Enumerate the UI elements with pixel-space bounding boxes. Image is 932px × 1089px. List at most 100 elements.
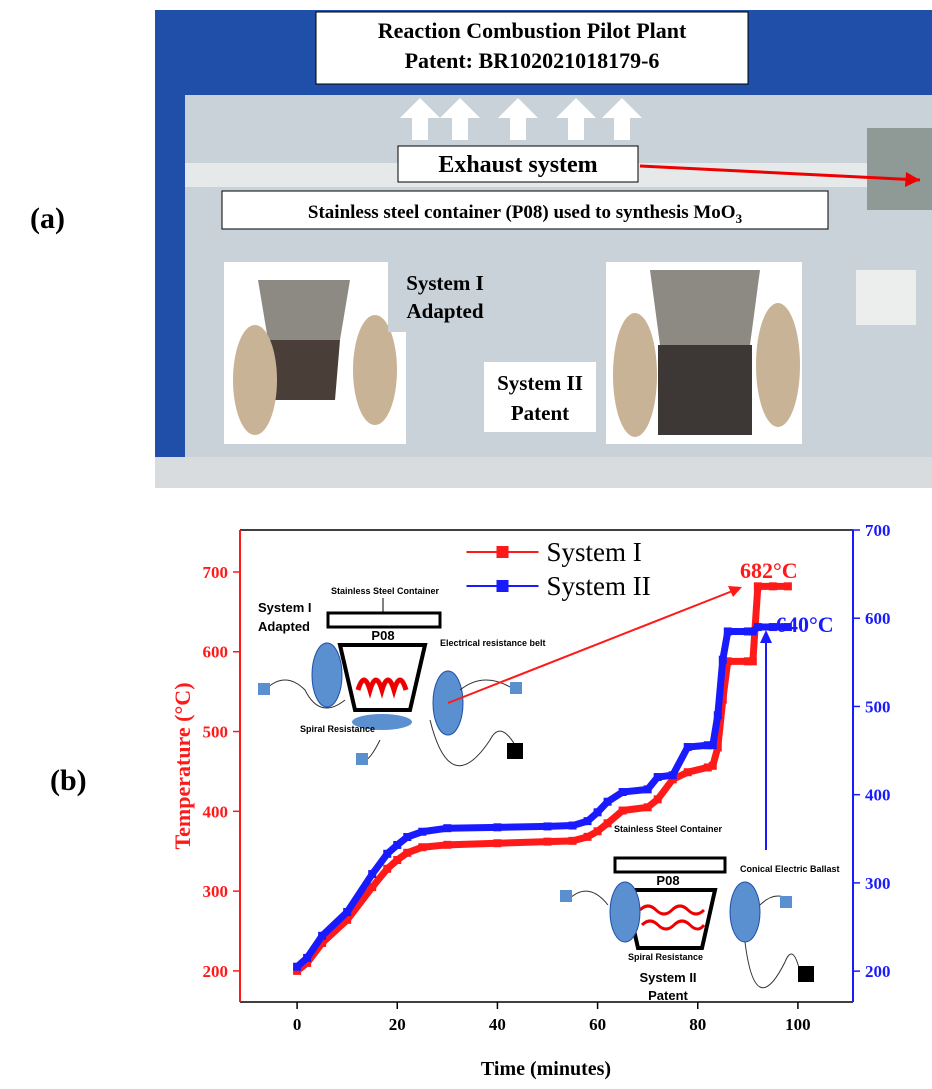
inset-label: Adapted: [258, 619, 310, 634]
point: [724, 627, 732, 635]
inset-label: System II: [639, 970, 696, 985]
socket: [856, 270, 916, 325]
point: [569, 837, 577, 845]
point: [749, 657, 757, 665]
system2-label: Patent: [511, 401, 569, 425]
point: [403, 849, 411, 857]
y2-tick-label: 700: [865, 521, 891, 540]
point: [619, 807, 627, 815]
y2-tick-label: 500: [865, 697, 891, 716]
x-tick-label: 0: [293, 1015, 302, 1034]
inset-label: P08: [371, 628, 394, 643]
photo-patent: Patent: BR102021018179-6: [405, 48, 660, 73]
point: [619, 788, 627, 796]
system1-pot: [258, 280, 350, 340]
container-text: Stainless steel container (P08) used to …: [308, 202, 736, 223]
photo-panel: Reaction Combustion Pilot Plant Patent: …: [155, 10, 932, 488]
point: [443, 841, 451, 849]
point: [443, 824, 451, 832]
panel-label: (b): [50, 764, 87, 797]
point: [594, 808, 602, 816]
point: [594, 827, 602, 835]
legend-marker: [497, 546, 509, 558]
system1-label: Adapted: [406, 299, 483, 323]
point: [418, 828, 426, 836]
y-tick-label: 200: [203, 962, 229, 981]
y2-tick-label: 200: [865, 962, 891, 981]
point: [719, 656, 727, 664]
point: [368, 870, 376, 878]
y-axis-title: Temperature (°C): [170, 682, 195, 849]
system1-belt: [268, 340, 340, 400]
figure: Reaction Combustion Pilot Plant Patent: …: [0, 0, 932, 1089]
hood-base: [155, 457, 932, 488]
inset-lid: [328, 613, 440, 627]
inset-plug: [507, 743, 523, 759]
inset-2: Stainless Steel Container P08 Conical El…: [560, 824, 840, 1003]
legend-label: System I: [547, 537, 642, 567]
y-tick-label: 400: [203, 802, 229, 821]
point: [544, 838, 552, 846]
y2-tick-label: 600: [865, 609, 891, 628]
point: [418, 843, 426, 851]
point: [604, 819, 612, 827]
point: [569, 822, 577, 830]
point: [754, 582, 762, 590]
panel-label: (a): [30, 202, 65, 235]
point: [393, 841, 401, 849]
point: [769, 623, 777, 631]
point: [684, 743, 692, 751]
system2-label: System II: [497, 371, 583, 395]
photo-title: Reaction Combustion Pilot Plant: [378, 18, 687, 43]
point: [493, 823, 501, 831]
point: [544, 822, 552, 830]
y-tick-label: 600: [203, 643, 229, 662]
legend-marker: [497, 580, 509, 592]
system2-pot: [650, 270, 760, 345]
point: [754, 623, 762, 631]
point: [318, 932, 326, 940]
x-axis-title: Time (minutes): [481, 1058, 611, 1080]
y2-tick-label: 400: [865, 786, 891, 805]
y2-tick-label: 300: [865, 874, 891, 893]
point: [784, 623, 792, 631]
x-tick-label: 60: [589, 1015, 606, 1034]
inset-lid: [615, 858, 725, 872]
inset-coil: [610, 882, 640, 942]
point: [644, 803, 652, 811]
point: [654, 795, 662, 803]
point: [784, 582, 792, 590]
system1-label: System I: [406, 271, 484, 295]
inset-label: Patent: [648, 988, 688, 1003]
inset-plug: [356, 753, 368, 765]
y-tick-label: 700: [203, 563, 229, 582]
x-tick-label: 20: [389, 1015, 406, 1034]
container-label: Stainless steel container (P08) used to …: [308, 202, 743, 226]
point: [709, 762, 717, 770]
inset-plug: [258, 683, 270, 695]
inset-1: Stainless Steel Container P08 Electrical…: [258, 586, 546, 766]
point: [709, 741, 717, 749]
point: [584, 833, 592, 841]
system2-coil-right: [756, 303, 800, 427]
point: [293, 963, 301, 971]
y-tick-label: 500: [203, 723, 229, 742]
point: [604, 798, 612, 806]
inset-label: Conical Electric Ballast: [740, 864, 840, 874]
x-tick-label: 80: [689, 1015, 706, 1034]
annotation: 682°C: [740, 558, 798, 583]
point: [669, 771, 677, 779]
point: [493, 839, 501, 847]
point: [714, 711, 722, 719]
system2-coil-left: [613, 313, 657, 437]
point: [584, 817, 592, 825]
annotation-arrowhead: [760, 630, 772, 643]
point: [644, 785, 652, 793]
exhaust-label: Exhaust system: [438, 152, 597, 178]
container-sub: 3: [736, 211, 743, 226]
inset-label: Electrical resistance belt: [440, 638, 546, 648]
legend-label: System II: [547, 571, 651, 601]
point: [383, 850, 391, 858]
inset-plug: [560, 890, 572, 902]
x-tick-label: 40: [489, 1015, 506, 1034]
